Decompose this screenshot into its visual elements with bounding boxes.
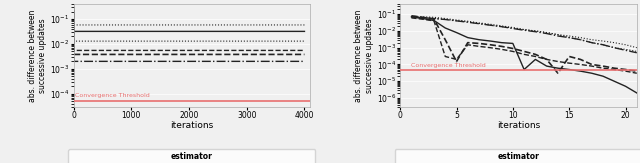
Text: Convergence Threshold: Convergence Threshold [412, 63, 486, 68]
Legend: pvar 1, pvar 2, pvar 3, pcor 1, pcor 2, pcor 3: pvar 1, pvar 2, pvar 3, pcor 1, pcor 2, … [395, 149, 640, 163]
Legend: pvar 1, pvar 2, pvar 3, pcor 1, pcor 2, pcor 3: pvar 1, pvar 2, pvar 3, pcor 1, pcor 2, … [68, 149, 316, 163]
X-axis label: iterations: iterations [170, 121, 214, 130]
Text: Convergence Threshold: Convergence Threshold [76, 93, 150, 98]
Y-axis label: abs. difference between
successive updates: abs. difference between successive updat… [355, 9, 374, 102]
Y-axis label: abs. difference between
successive updates: abs. difference between successive updat… [28, 9, 47, 102]
X-axis label: iterations: iterations [497, 121, 540, 130]
